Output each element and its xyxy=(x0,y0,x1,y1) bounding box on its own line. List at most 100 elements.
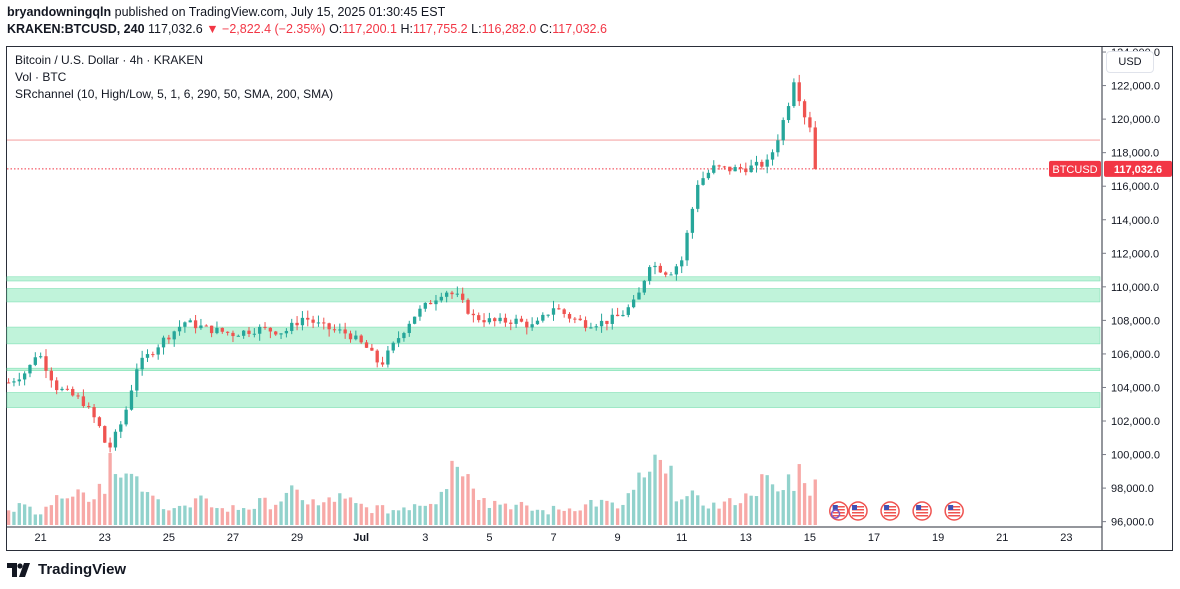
volume-bar xyxy=(87,501,91,525)
volume-bar xyxy=(610,502,614,525)
volume-bar xyxy=(183,505,187,525)
volume-bar xyxy=(22,504,27,525)
candle-body xyxy=(44,356,48,371)
volume-bar xyxy=(648,471,652,525)
candle-body xyxy=(797,82,801,102)
candle-body xyxy=(696,184,700,209)
candle-body xyxy=(599,320,604,327)
sr-zone xyxy=(6,392,1101,408)
candle-body xyxy=(450,292,454,295)
candle-body xyxy=(594,326,598,328)
candle-body xyxy=(225,331,230,333)
footer-brand: TradingView xyxy=(38,561,127,578)
volume-bar xyxy=(583,504,588,525)
candle-body xyxy=(578,318,582,321)
candle-body xyxy=(103,426,107,443)
candle-body xyxy=(199,325,203,329)
x-tick-label: 29 xyxy=(291,532,303,544)
legend-volume[interactable]: Vol · BTC xyxy=(15,70,67,84)
candle-body xyxy=(621,314,625,317)
currency-button[interactable]: USD xyxy=(1106,51,1154,73)
candle-body xyxy=(482,320,486,323)
volume-bar xyxy=(380,505,385,525)
candle-body xyxy=(503,317,508,323)
candle-body xyxy=(573,318,577,320)
candle-body xyxy=(135,369,139,391)
low-value: 116,282.0 xyxy=(481,22,537,36)
legend-indicator[interactable]: SRchannel (10, High/Low, 5, 1, 6, 290, 5… xyxy=(15,87,334,101)
volume-bar xyxy=(279,501,283,525)
candle-body xyxy=(605,320,609,324)
sr-zone xyxy=(6,276,1101,282)
volume-bar xyxy=(493,500,497,525)
symbol-label: KRAKEN:BTCUSD, 240 xyxy=(7,22,145,36)
candle-body xyxy=(626,307,630,315)
volume-bar xyxy=(209,507,214,525)
candle-body xyxy=(541,314,545,321)
x-tick-label: 19 xyxy=(932,532,944,544)
volume-bar xyxy=(813,479,817,525)
volume-bar xyxy=(412,504,417,525)
x-tick-label: 7 xyxy=(550,532,556,544)
volume-bar xyxy=(295,489,299,525)
volume-bar xyxy=(204,498,208,525)
candle-body xyxy=(300,317,305,326)
candle-body xyxy=(65,388,70,390)
candle-body xyxy=(525,321,529,328)
volume-bar xyxy=(519,501,524,525)
volume-bar xyxy=(188,507,192,525)
candle-body xyxy=(781,120,785,141)
footer-logo[interactable]: TradingView xyxy=(7,561,126,578)
candle-body xyxy=(97,417,102,427)
volume-bar xyxy=(55,495,59,525)
candle-body xyxy=(215,327,219,334)
legend-title[interactable]: Bitcoin / U.S. Dollar · 4h · KRAKEN xyxy=(15,53,204,67)
high-value: 117,755.2 xyxy=(412,22,468,36)
x-tick-label: 17 xyxy=(868,532,880,544)
candle-body xyxy=(808,117,812,128)
candle-body xyxy=(610,314,614,324)
candle-body xyxy=(236,335,240,337)
candle-body xyxy=(530,324,534,328)
sr-zone xyxy=(6,367,1101,371)
candle-body xyxy=(428,302,433,305)
volume-bar xyxy=(124,473,128,525)
volume-bar xyxy=(370,513,374,525)
candle-body xyxy=(749,165,753,173)
candle-body xyxy=(188,320,192,323)
volume-bar xyxy=(76,489,80,525)
volume-bar xyxy=(685,496,689,525)
volume-bar xyxy=(311,499,315,525)
candle-body xyxy=(664,272,668,275)
volume-bar xyxy=(354,503,358,525)
volume-bar xyxy=(81,492,86,525)
candle-body xyxy=(167,337,171,340)
volume-bar xyxy=(236,509,240,525)
candle-body xyxy=(279,333,283,335)
volume-bar xyxy=(664,473,668,525)
y-tick-label: 116,000.0 xyxy=(1111,181,1159,193)
author-name[interactable]: bryandowningqln xyxy=(7,5,112,19)
volume-bar xyxy=(797,464,801,525)
y-tick-label: 96,000.0 xyxy=(1111,517,1154,529)
candle-body xyxy=(124,409,128,425)
candle-body xyxy=(252,333,256,335)
candle-body xyxy=(220,327,224,332)
volume-bar xyxy=(706,508,711,525)
volume-bar xyxy=(172,508,176,525)
volume-bar xyxy=(12,511,16,525)
volume-bar xyxy=(541,510,545,525)
volume-bar xyxy=(193,498,198,525)
volume-bar xyxy=(274,504,278,525)
candle-body xyxy=(183,322,187,327)
volume-bar xyxy=(728,498,732,525)
candle-body xyxy=(754,161,759,166)
candle-body xyxy=(284,330,289,334)
volume-bar xyxy=(680,499,684,525)
candle-body xyxy=(519,318,524,322)
volume-bar xyxy=(231,505,235,525)
volume-bar xyxy=(445,489,449,525)
volume-bar xyxy=(471,488,476,525)
y-tick-label: 100,000.0 xyxy=(1111,450,1160,462)
